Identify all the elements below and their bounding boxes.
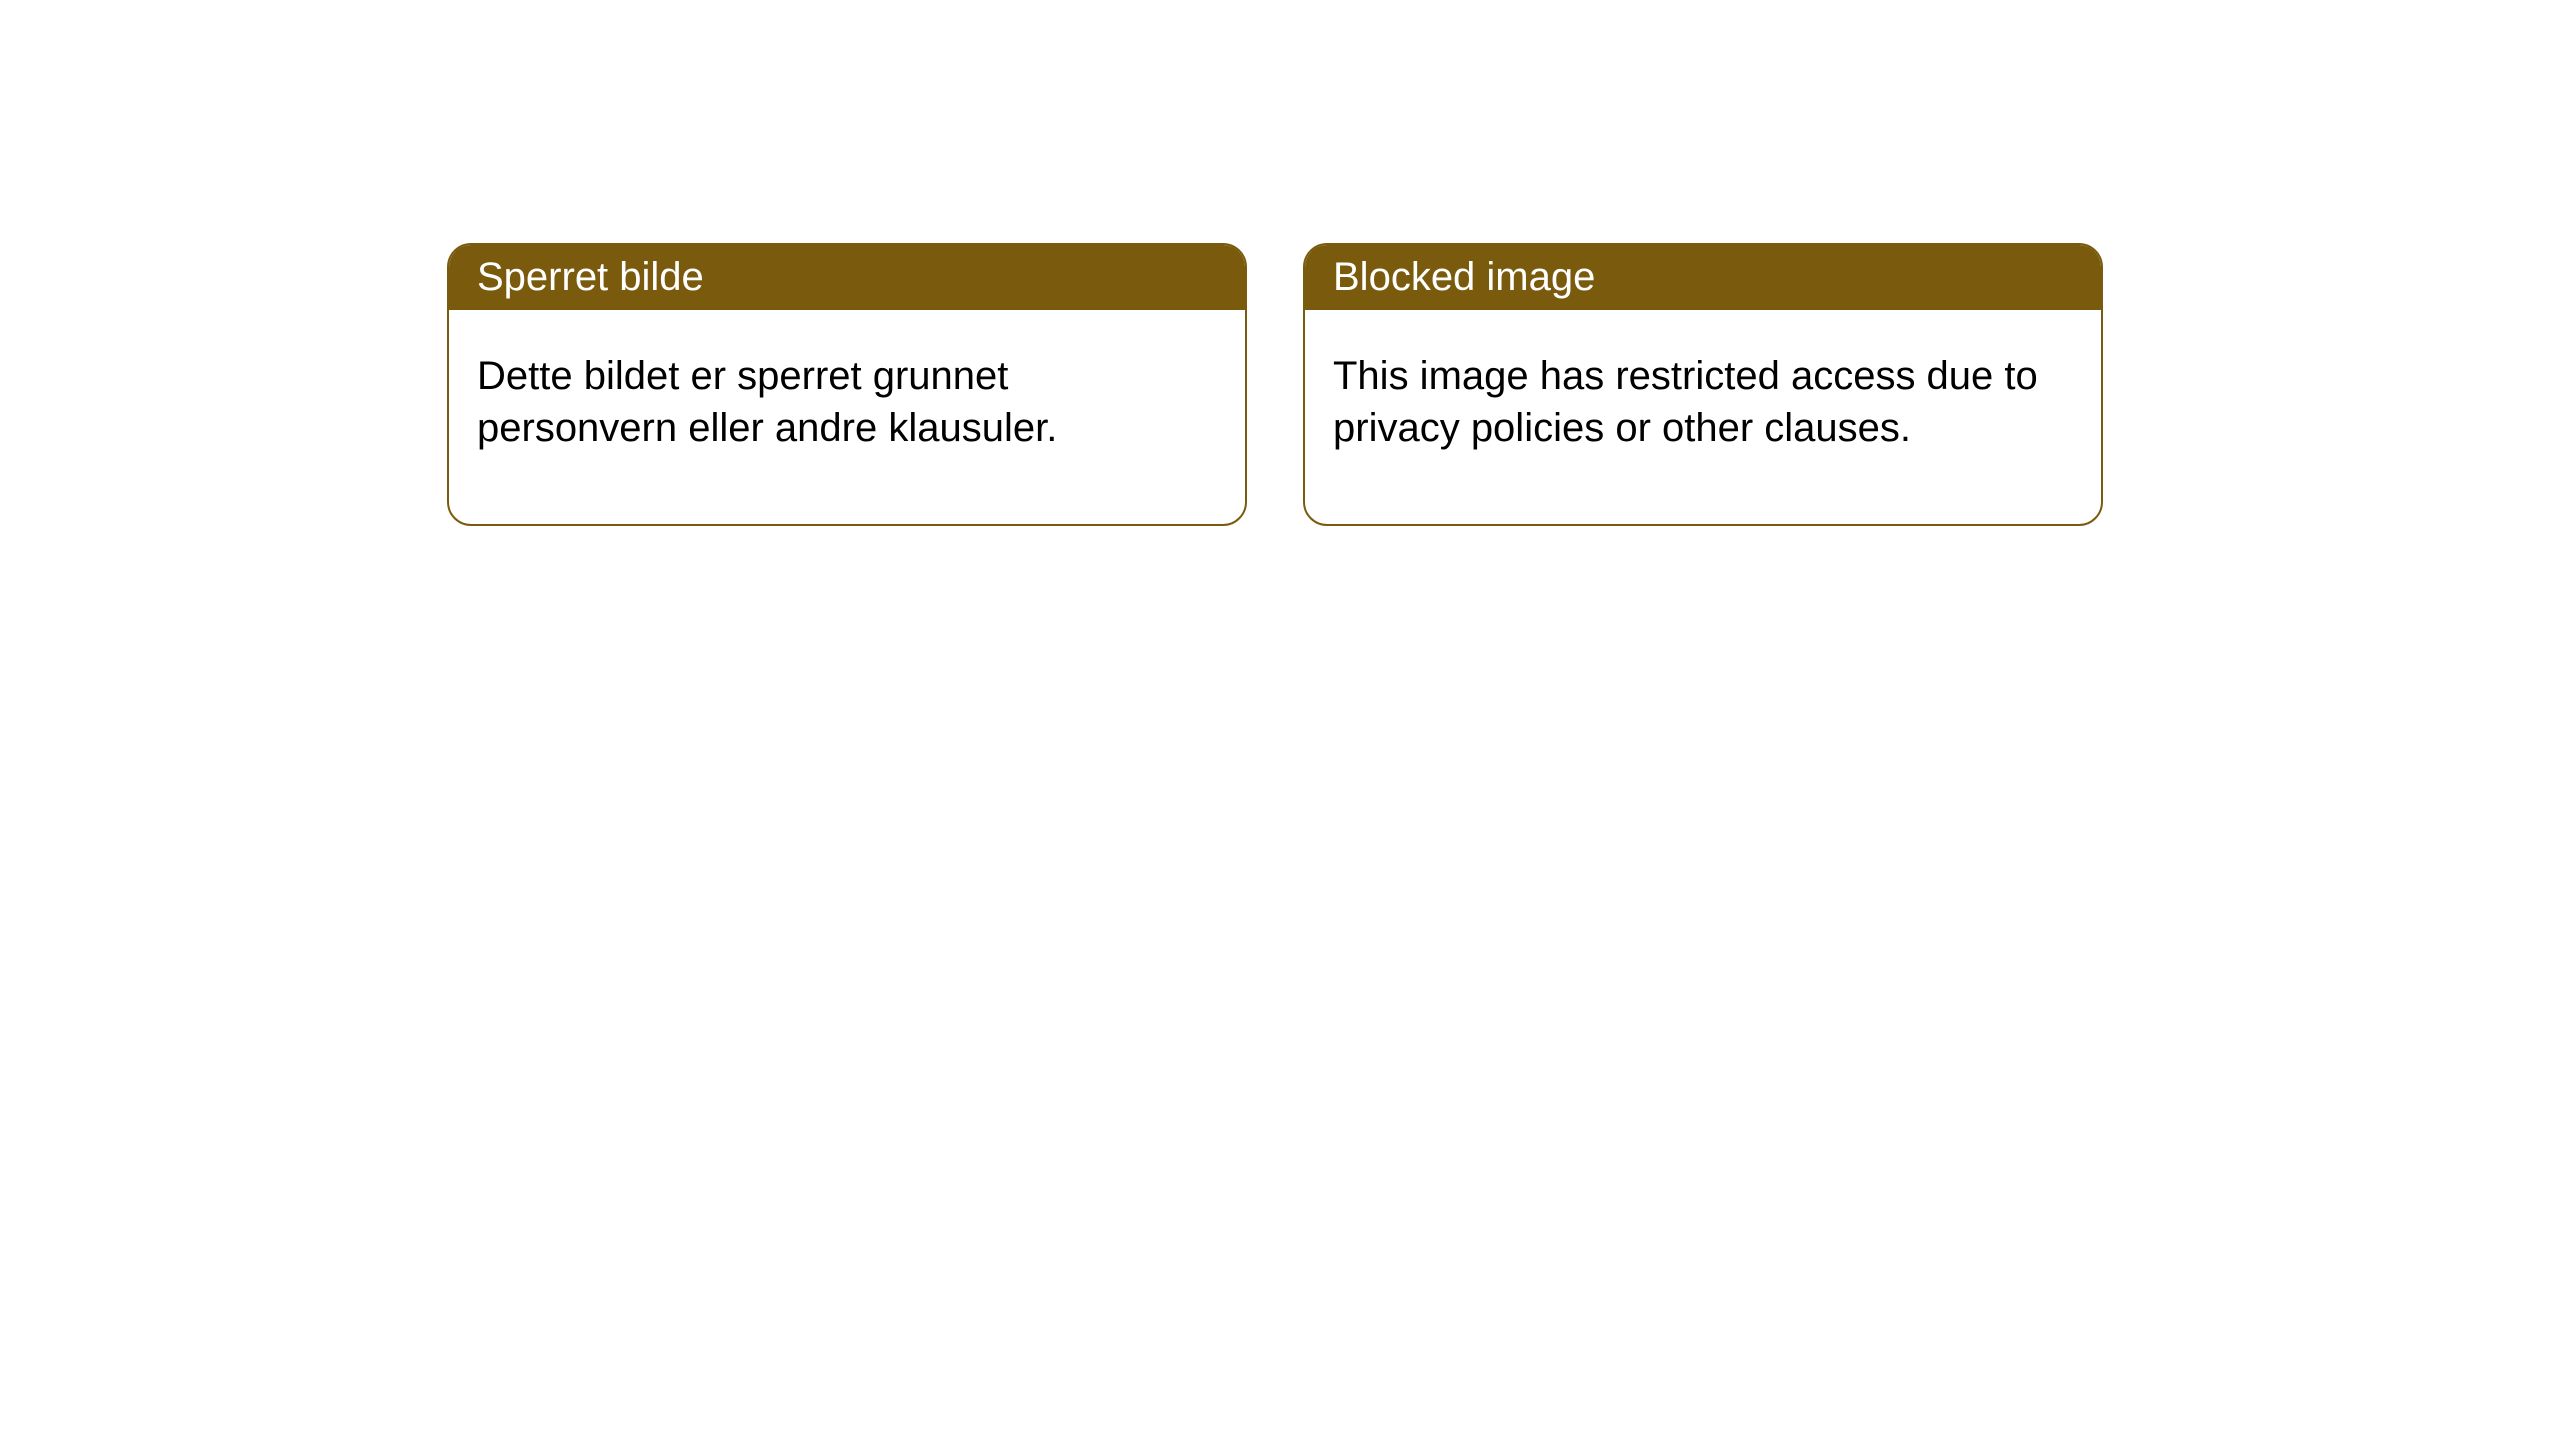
card-body: Dette bildet er sperret grunnet personve…: [449, 310, 1245, 524]
card-title: Blocked image: [1333, 255, 1595, 299]
card-message: This image has restricted access due to …: [1333, 354, 2038, 450]
card-header: Sperret bilde: [449, 245, 1245, 310]
cards-container: Sperret bilde Dette bildet er sperret gr…: [0, 0, 2560, 526]
card-body: This image has restricted access due to …: [1305, 310, 2101, 524]
card-title: Sperret bilde: [477, 255, 704, 299]
card-header: Blocked image: [1305, 245, 2101, 310]
blocked-image-card-no: Sperret bilde Dette bildet er sperret gr…: [447, 243, 1247, 526]
card-message: Dette bildet er sperret grunnet personve…: [477, 354, 1057, 450]
blocked-image-card-en: Blocked image This image has restricted …: [1303, 243, 2103, 526]
